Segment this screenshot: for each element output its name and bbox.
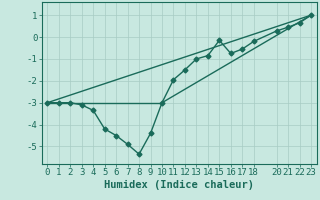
X-axis label: Humidex (Indice chaleur): Humidex (Indice chaleur) (104, 180, 254, 190)
